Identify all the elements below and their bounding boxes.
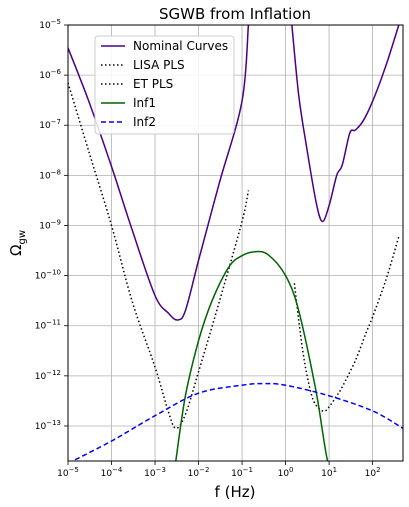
legend-label-inf2: Inf2: [133, 115, 156, 129]
chart-title: SGWB from Inflation: [159, 5, 311, 23]
legend-label-nominal-curves: Nominal Curves: [133, 39, 228, 53]
y-tick-label: 10−9: [39, 218, 61, 231]
series-line-inf1: [175, 250, 340, 461]
series-line-nominal-curves: [291, 25, 400, 223]
x-tick-label: 10−1: [231, 466, 253, 479]
grid: [67, 24, 403, 461]
x-tick-label: 10−4: [101, 466, 123, 479]
plot-frame: [67, 24, 404, 462]
y-tick-label: 10−6: [39, 68, 61, 81]
y-axis-ticks: 10−13 10−12 10−11 10−10 10−9 10−8 10−7 10−6 10−5: [35, 18, 68, 432]
series-line-lisa-pls: [68, 82, 250, 430]
y-axis-label-sub: gw: [17, 230, 28, 245]
x-tick-label: 102: [365, 466, 381, 479]
legend: Nominal Curves LISA PLS ET PLS Inf1 Inf2: [94, 35, 235, 135]
x-tick-label: 10−3: [144, 466, 166, 479]
x-tick-label: 101: [321, 466, 337, 479]
series-layer: [68, 25, 403, 461]
y-tick-label: 10−7: [39, 118, 61, 131]
x-axis-ticks: 10−5 10−4 10−3 10−2 10−1 100 101 102: [57, 461, 381, 479]
y-tick-label: 10−5: [39, 18, 61, 31]
series-line-nominal-curves: [68, 25, 250, 321]
y-tick-label: 10−8: [39, 168, 61, 181]
x-tick-label: 10−5: [57, 466, 79, 479]
y-tick-label: 10−10: [35, 269, 61, 282]
y-axis-label-base: Ω: [7, 245, 25, 256]
y-axis-label: Ωgw: [7, 230, 28, 256]
x-tick-label: 10−2: [188, 466, 210, 479]
x-tick-label: 100: [278, 466, 294, 479]
legend-box: [94, 35, 235, 135]
y-tick-label: 10−12: [35, 369, 61, 382]
x-axis-label: f (Hz): [215, 483, 256, 501]
legend-label-lisa-pls: LISA PLS: [133, 58, 185, 72]
y-tick-label: 10−13: [35, 419, 61, 432]
legend-label-et-pls: ET PLS: [133, 77, 173, 91]
y-tick-label: 10−11: [35, 319, 61, 332]
series-line-et-pls: [293, 236, 400, 412]
legend-label-inf1: Inf1: [133, 96, 156, 110]
series-line-inf2: [70, 382, 403, 461]
